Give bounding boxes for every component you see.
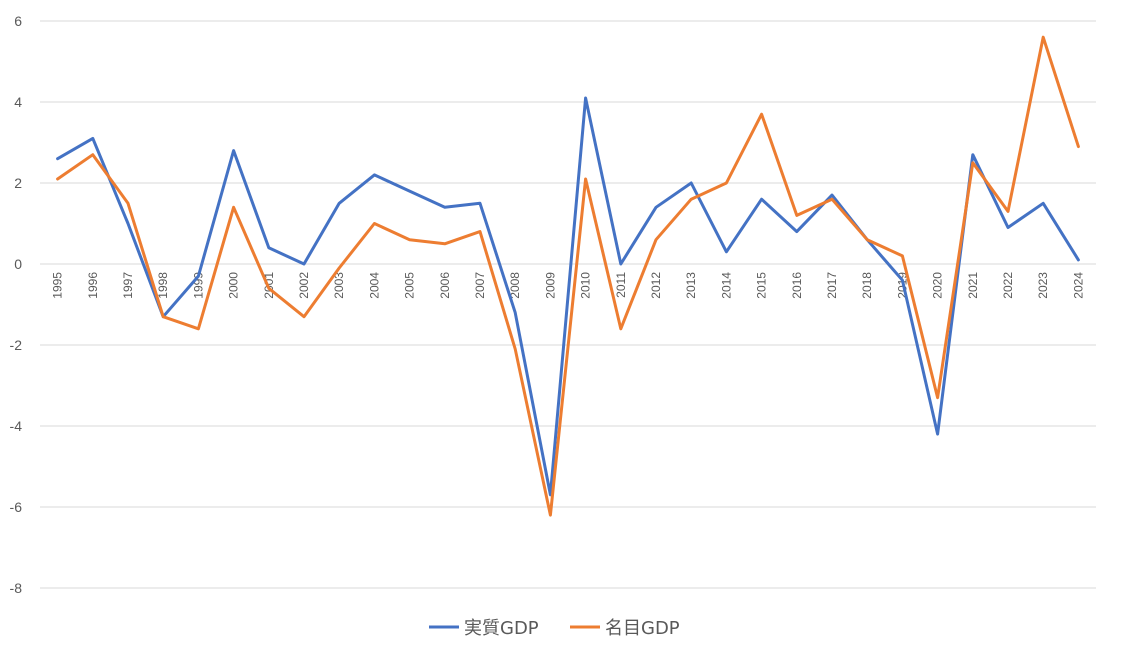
x-tick-label: 2005	[403, 272, 417, 299]
y-tick-label: -2	[10, 337, 23, 353]
y-tick-label: -8	[10, 580, 23, 596]
series-line-2	[56, 35, 1080, 517]
x-tick-label: 2010	[579, 272, 593, 299]
legend-label: 実質GDP	[464, 618, 539, 639]
y-axis: 6 4 2 0 -2 -4 -6 -8	[10, 13, 23, 596]
x-tick-label: 2015	[755, 272, 769, 299]
x-tick-label: 2000	[227, 272, 241, 299]
x-tick-label: 1995	[51, 272, 65, 299]
x-tick-label: 2002	[297, 272, 311, 299]
x-tick-label: 2024	[1071, 272, 1085, 299]
x-tick-label: 2006	[438, 272, 452, 299]
x-tick-label: 1997	[121, 272, 135, 299]
x-tick-label: 2018	[860, 272, 874, 299]
x-tick-label: 2016	[790, 272, 804, 299]
y-tick-label: 0	[14, 256, 22, 272]
y-tick-label: -4	[10, 418, 23, 434]
x-axis: 1995 1996 1997 1998 1999 2000 2001 2002 2003 2004…	[51, 272, 1086, 299]
legend: 実質GDP 名目GDP	[429, 618, 680, 639]
y-tick-label: 4	[14, 94, 22, 110]
x-tick-label: 2022	[1001, 272, 1015, 299]
x-tick-label: 2008	[508, 272, 522, 299]
x-tick-label: 2004	[367, 272, 381, 299]
x-tick-label: 2021	[966, 272, 980, 299]
series-lines	[56, 35, 1080, 517]
y-tick-label: 2	[14, 175, 22, 191]
y-tick-label: -6	[10, 499, 23, 515]
y-tick-label: 6	[14, 13, 22, 29]
x-tick-label: 2009	[543, 272, 557, 299]
x-tick-label: 2014	[719, 272, 733, 299]
legend-label: 名目GDP	[605, 618, 680, 639]
x-tick-label: 2013	[684, 272, 698, 299]
x-tick-label: 1996	[86, 272, 100, 299]
x-tick-label: 2020	[931, 272, 945, 299]
x-tick-label: 2012	[649, 272, 663, 299]
x-tick-label: 1998	[156, 272, 170, 299]
x-tick-label: 2023	[1036, 272, 1050, 299]
x-tick-label: 2003	[332, 272, 346, 299]
x-tick-label: 2011	[614, 272, 628, 298]
series-line-1	[56, 96, 1080, 497]
x-tick-label: 2007	[473, 272, 487, 299]
x-tick-label: 2017	[825, 272, 839, 299]
